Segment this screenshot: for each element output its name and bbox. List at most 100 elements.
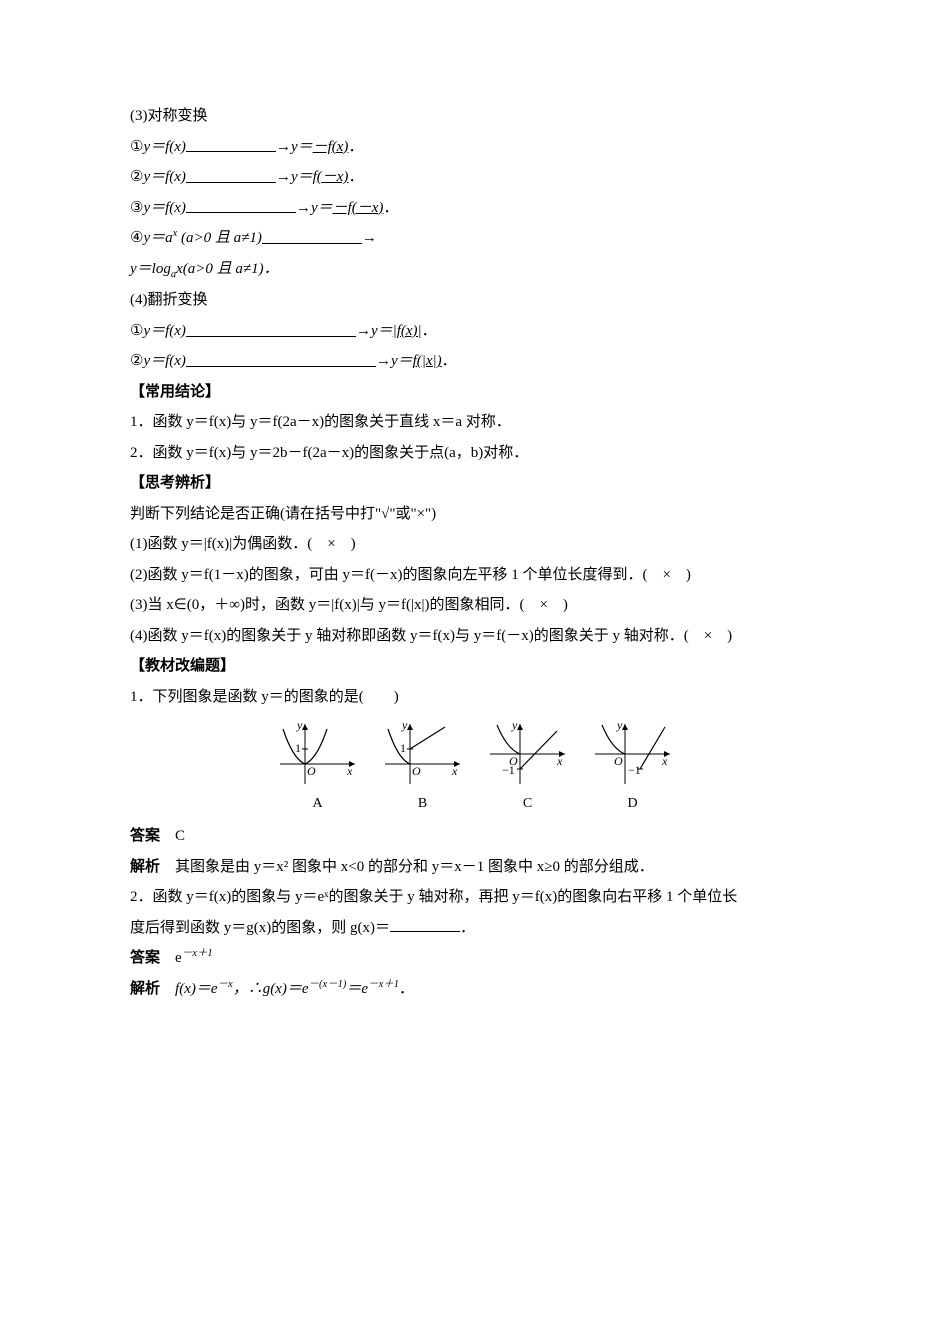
svg-text:y: y — [616, 719, 623, 732]
period: ． — [348, 169, 363, 185]
s3-line1: ①y＝f(x)→y＝－f(x)． — [130, 133, 820, 162]
lhs-base: y＝a — [143, 230, 172, 246]
graph-c-svg: y O x −1 — [485, 719, 570, 789]
explain-text: 其图象是由 y＝x² 图象中 x<0 的部分和 y＝x－1 图象中 x≥0 的部… — [175, 859, 654, 875]
textbook-header: 【教材改编题】 — [130, 652, 820, 681]
graph-b-svg: y 1 O x — [380, 719, 465, 789]
s4-line1: ①y＝f(x) →y＝|f(x)|． — [130, 317, 820, 346]
svg-text:−1: −1 — [502, 763, 515, 777]
rhs-pre: y＝ — [371, 323, 393, 339]
conclusions-header: 【常用结论】 — [130, 378, 820, 407]
period: ． — [348, 139, 363, 155]
thinking-intro: 判断下列结论是否正确(请在括号中打"√"或"×") — [130, 500, 820, 529]
svg-text:1: 1 — [400, 741, 406, 755]
exp2a: f(x)＝e — [175, 981, 217, 997]
arrow-line — [186, 173, 276, 183]
q1-answer: 答案 C — [130, 822, 820, 851]
q2-answer: 答案 e－x＋1 — [130, 944, 820, 973]
rhs: f(|x|) — [413, 353, 442, 369]
svg-text:x: x — [661, 754, 668, 768]
lhs: y＝f(x) — [143, 323, 185, 339]
svg-text:O: O — [307, 764, 316, 778]
thinking-q4: (4)函数 y＝f(x)的图象关于 y 轴对称即函数 y＝f(x)与 y＝f(－… — [130, 622, 820, 651]
rhs: －f(x) — [313, 139, 349, 155]
arrow-line — [186, 142, 276, 152]
exp2c: ＝e — [346, 981, 368, 997]
section-3-title: (3)对称变换 — [130, 102, 820, 131]
q2-explanation: 解析 f(x)＝e－x，∴g(x)＝e－(x－1)＝e－x＋1． — [130, 975, 820, 1004]
section-4-title: (4)翻折变换 — [130, 286, 820, 315]
blank — [390, 916, 460, 932]
num: ③ — [130, 200, 143, 216]
rhs: －f(－x) — [333, 200, 384, 216]
exp2d: ． — [399, 981, 414, 997]
arrow: → — [376, 353, 391, 369]
lhs: y＝f(x) — [143, 169, 185, 185]
ans2-exp: －x＋1 — [182, 948, 213, 959]
lhs: y＝f(x) — [143, 139, 185, 155]
rhs-pre: y＝ — [291, 169, 313, 185]
num: ② — [130, 169, 143, 185]
answer-label: 答案 — [130, 827, 160, 844]
graph-a-label: A — [275, 791, 360, 818]
answer-label: 答案 — [130, 949, 160, 966]
exp2b-sup: －(x－1) — [309, 979, 347, 990]
arrow: → — [296, 200, 311, 216]
lhs: y＝f(x) — [143, 353, 185, 369]
num: ② — [130, 353, 143, 369]
svg-text:y: y — [401, 719, 408, 732]
period: ． — [442, 353, 457, 369]
s3-line4: ④y＝ax (a>0 且 a≠1)→ — [130, 224, 820, 253]
thinking-q1: (1)函数 y＝|f(x)|为偶函数．( × ) — [130, 530, 820, 559]
s3-line5: y＝logax(a>0 且 a≠1)． — [130, 255, 820, 285]
graph-d-svg: y O x −1 — [590, 719, 675, 789]
graph-a-svg: y 1 O x — [275, 719, 360, 789]
graph-d-label: D — [590, 791, 675, 818]
svg-text:O: O — [412, 764, 421, 778]
period: ． — [422, 323, 437, 339]
exp2b: ，∴g(x)＝e — [233, 981, 309, 997]
log-base: y＝log — [130, 261, 171, 277]
graph-d: y O x −1 D — [590, 719, 675, 818]
explain-label: 解析 — [130, 858, 160, 875]
arrow: → — [276, 169, 291, 185]
rhs-pre: y＝ — [291, 139, 313, 155]
s3-line2: ②y＝f(x)→y＝f(－x)． — [130, 163, 820, 192]
svg-text:x: x — [346, 764, 353, 778]
svg-text:x: x — [556, 754, 563, 768]
graph-b-label: B — [380, 791, 465, 818]
graph-a: y 1 O x A — [275, 719, 360, 818]
arrow-line — [186, 357, 376, 367]
textbook-q2b: 度后得到函数 y＝g(x)的图象，则 g(x)＝ ． — [130, 914, 820, 943]
rhs-pre: y＝ — [311, 200, 333, 216]
arrow-line — [186, 203, 296, 213]
exp2a-sup: －x — [218, 979, 233, 990]
q1-explanation: 解析 其图象是由 y＝x² 图象中 x<0 的部分和 y＝x－1 图象中 x≥0… — [130, 853, 820, 882]
q2b-text: 度后得到函数 y＝g(x)的图象，则 g(x)＝ — [130, 920, 390, 936]
num: ① — [130, 323, 143, 339]
graph-b: y 1 O x B — [380, 719, 465, 818]
graph-c: y O x −1 C — [485, 719, 570, 818]
s4-line2: ②y＝f(x) →y＝f(|x|)． — [130, 347, 820, 376]
arrow: → — [356, 323, 371, 339]
q2b-period: ． — [460, 920, 475, 936]
svg-text:y: y — [296, 719, 303, 732]
thinking-q2: (2)函数 y＝f(1－x)的图象，可由 y＝f(－x)的图象向左平移 1 个单… — [130, 561, 820, 590]
conclusion-2: 2．函数 y＝f(x)与 y＝2b－f(2a－x)的图象关于点(a，b)对称． — [130, 439, 820, 468]
s3-line3: ③y＝f(x)→y＝－f(－x)． — [130, 194, 820, 223]
svg-text:1: 1 — [295, 741, 301, 755]
num: ④ — [130, 230, 143, 246]
graph-c-label: C — [485, 791, 570, 818]
exp2c-sup: －x＋1 — [368, 979, 399, 990]
rhs-pre: y＝ — [391, 353, 413, 369]
explain-label: 解析 — [130, 980, 160, 997]
thinking-q3: (3)当 x∈(0，＋∞)时，函数 y＝|f(x)|与 y＝f(|x|)的图象相… — [130, 591, 820, 620]
svg-text:O: O — [614, 754, 623, 768]
arrow: → — [276, 139, 291, 155]
thinking-header: 【思考辨析】 — [130, 469, 820, 498]
svg-text:x: x — [451, 764, 458, 778]
lhs: y＝f(x) — [143, 200, 185, 216]
textbook-q2a: 2．函数 y＝f(x)的图象与 y＝eˣ的图象关于 y 轴对称，再把 y＝f(x… — [130, 883, 820, 912]
arrow-line — [262, 234, 362, 244]
rhs: |f(x)| — [393, 323, 422, 339]
